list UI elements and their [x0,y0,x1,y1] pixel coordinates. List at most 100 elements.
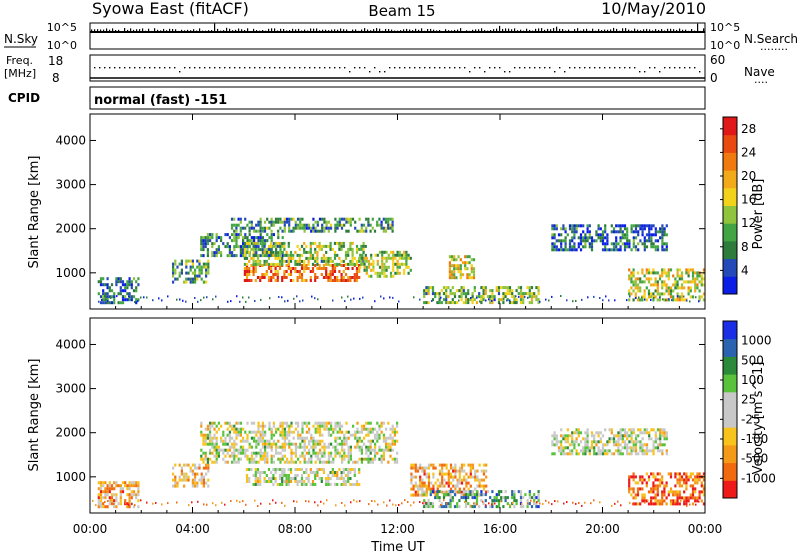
heatmap-cell [211,421,214,425]
heatmap-cell [456,505,459,509]
heatmap-cell [453,270,456,274]
heatmap-cell [645,277,648,281]
heatmap-cell [345,217,348,221]
heatmap-cell [386,504,388,507]
heatmap-cell [654,295,657,299]
heatmap-cell [256,259,260,263]
heatmap-cell [307,223,311,227]
heatmap-cell [363,265,366,269]
heatmap-cell [458,481,461,485]
noise-sample [391,29,393,32]
heatmap-cell [502,286,505,290]
heatmap-cell [331,279,334,282]
heatmap-cell [274,253,277,257]
heatmap-cell [338,421,341,425]
heatmap-cell [460,466,464,470]
heatmap-cell [564,437,567,441]
noise-sample [613,27,615,32]
heatmap-cell [648,236,651,240]
heatmap-cell [255,460,258,464]
heatmap-cell [244,430,247,434]
heatmap-cell [674,484,677,488]
heatmap-cell [200,421,203,425]
heatmap-cell [298,270,301,273]
heatmap-cell [364,244,367,248]
heatmap-cell [419,298,421,301]
heatmap-cell [310,436,313,440]
heatmap-cell [246,454,249,458]
y-tick-label: 1000 [55,470,86,484]
heatmap-cell [630,437,633,441]
heatmap-cell [320,480,323,483]
heatmap-cell [537,301,540,305]
heatmap-cell [460,469,464,473]
heatmap-cell [174,262,177,266]
heatmap-cell [473,298,476,302]
heatmap-cell [365,256,368,260]
heatmap-cell [95,504,97,507]
noise-sample [175,29,177,32]
heatmap-cell [281,448,284,452]
heatmap-cell [370,256,373,260]
heatmap-cell [566,452,569,456]
heatmap-cell [511,493,514,497]
heatmap-cell [604,230,607,234]
noise-sample [496,28,498,32]
heatmap-cell [202,475,205,479]
heatmap-cell [630,227,633,231]
heatmap-cell [586,434,589,438]
heatmap-cell [172,484,175,488]
noise-sample [583,29,585,32]
heatmap-cell [358,256,361,260]
heatmap-cell [281,250,284,254]
heatmap-cell [654,431,657,435]
heatmap-cell [597,440,600,444]
heatmap-cell [689,484,692,488]
heatmap-cell [568,227,572,231]
heatmap-cell [279,457,282,461]
heatmap-cell [392,296,394,299]
heatmap-cell [344,483,348,486]
heatmap-cell [639,227,642,231]
heatmap-cell [493,295,496,299]
heatmap-cell [107,500,109,502]
heatmap-cell [623,242,627,246]
heatmap-cell [263,471,266,474]
heatmap-cell [102,505,105,509]
heatmap-cell [645,484,648,488]
heatmap-cell [463,469,466,473]
heatmap-cell [617,434,620,438]
heatmap-cell [261,248,264,252]
heatmap-cell [511,289,514,293]
heatmap-cell [119,289,122,293]
heatmap-cell [396,430,399,434]
noise-sample [181,29,183,32]
heatmap-cell [672,499,675,503]
heatmap-cell [383,268,386,272]
heatmap-cell [334,439,337,443]
heatmap-cell [367,445,370,449]
heatmap-cell [470,258,473,262]
heatmap-cell [663,233,666,237]
heatmap-cell [628,428,631,432]
heatmap-cell [289,256,293,260]
heatmap-cell [689,268,692,272]
heatmap-cell [343,217,346,221]
heatmap-cell [619,431,622,435]
freq-sample [284,67,286,69]
heatmap-cell [206,433,209,437]
heatmap-cell [292,430,295,434]
heatmap-cell [482,502,485,506]
heatmap-cell [299,460,302,464]
heatmap-cell [676,490,679,494]
heatmap-cell [281,229,284,233]
heatmap-cell [347,477,350,480]
heatmap-cell [327,256,330,260]
heatmap-cell [601,248,605,252]
heatmap-cell [319,433,322,437]
heatmap-cell [694,478,697,482]
x-tick-label: 20:00 [585,522,620,536]
heatmap-cell [460,298,463,302]
heatmap-cell [409,268,412,272]
